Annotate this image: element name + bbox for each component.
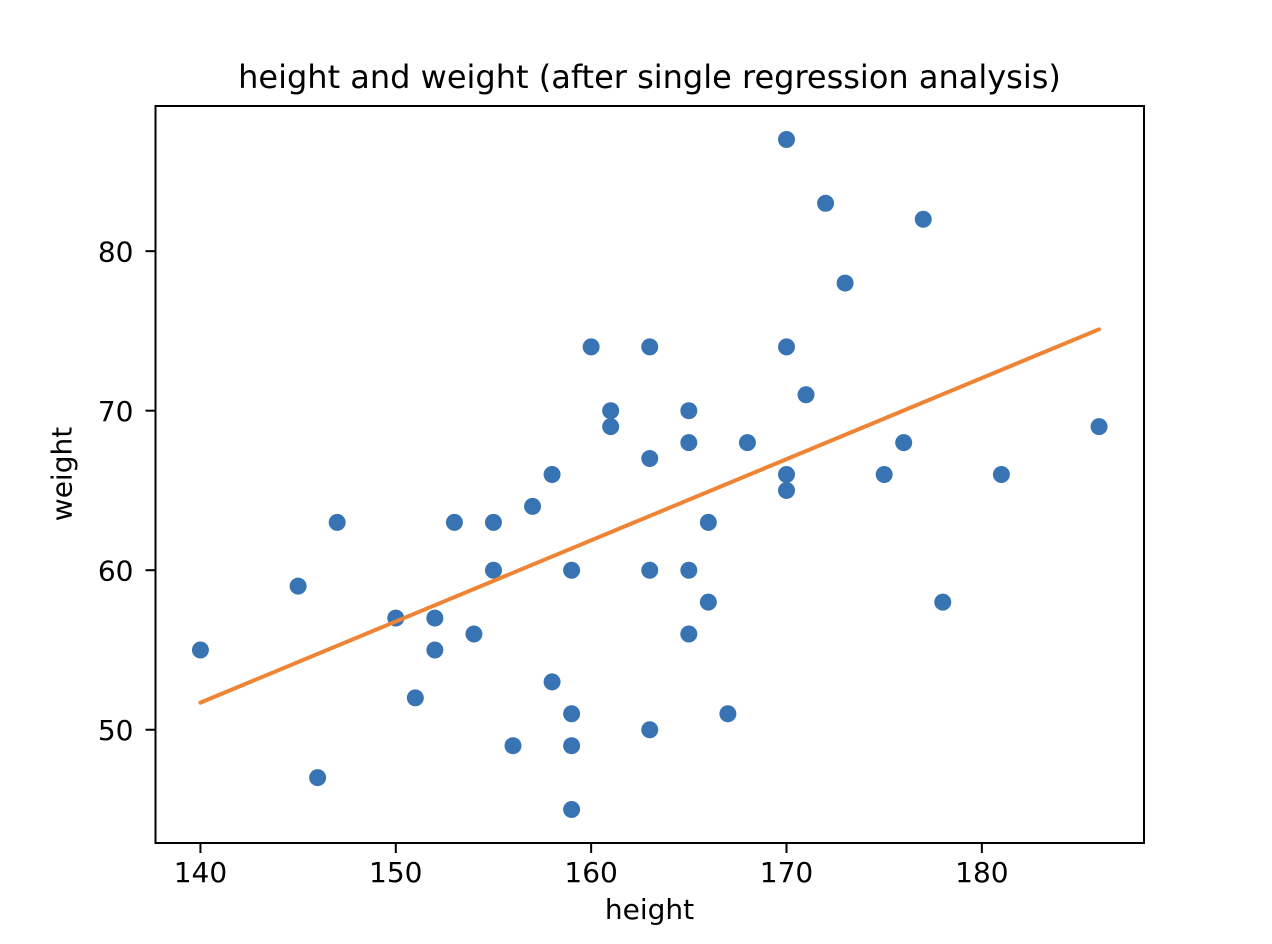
scatter-point	[875, 466, 893, 483]
scatter-point	[563, 801, 581, 818]
scatter-point	[680, 625, 698, 643]
x-tick-label: 150	[369, 856, 422, 889]
y-tick-label: 50	[98, 714, 134, 747]
scatter-point	[699, 593, 717, 611]
scatter-point	[563, 561, 581, 579]
chart-title: height and weight (after single regressi…	[238, 58, 1061, 96]
scatter-point	[289, 577, 307, 595]
scatter-point	[191, 641, 209, 659]
scatter-point	[719, 705, 737, 723]
scatter-point	[641, 561, 659, 579]
scatter-point	[895, 434, 913, 452]
scatter-point	[543, 673, 561, 691]
scatter-point	[641, 338, 659, 356]
scatter-point	[777, 481, 795, 499]
y-tick-label: 70	[98, 395, 134, 428]
scatter-point	[641, 721, 659, 739]
scatter-point	[582, 338, 600, 356]
scatter-point	[563, 705, 581, 723]
scatter-point	[602, 418, 620, 436]
scatter-point	[543, 466, 561, 483]
axes-spines	[154, 105, 1145, 844]
x-tick-label: 140	[174, 856, 227, 889]
scatter-point	[797, 386, 815, 404]
scatter-point	[914, 210, 932, 228]
scatter-point	[699, 513, 717, 531]
y-tick-label: 60	[98, 555, 134, 588]
scatter-point	[309, 769, 327, 787]
scatter-point	[738, 434, 756, 452]
scatter-point	[504, 737, 522, 755]
scatter-point	[524, 497, 542, 515]
scatter-point	[465, 625, 483, 643]
x-tick-label: 160	[564, 856, 617, 889]
scatter-point	[426, 609, 444, 627]
scatter-point	[777, 131, 795, 148]
scatter-point	[992, 466, 1010, 483]
scatter-point	[445, 513, 463, 531]
scatter-point	[680, 561, 698, 579]
x-axis-label: height	[604, 893, 695, 926]
x-tick-label: 170	[760, 856, 813, 889]
scatter-point	[680, 402, 698, 420]
scatter-point	[484, 513, 502, 531]
scatter-point	[777, 466, 795, 483]
scatter-point	[777, 338, 795, 356]
x-tick-label: 180	[955, 856, 1008, 889]
scatter-point	[406, 689, 424, 707]
scatter-point	[836, 274, 854, 292]
scatter-point	[563, 737, 581, 755]
scatter-point	[641, 450, 659, 468]
scatter-point	[817, 194, 835, 212]
scatter-point	[484, 561, 502, 579]
scatter-point	[934, 593, 952, 611]
y-tick-label: 80	[98, 236, 134, 269]
regression-line	[198, 327, 1102, 705]
scatter-point	[602, 402, 620, 420]
scatter-point	[426, 641, 444, 659]
scatter-point	[680, 434, 698, 452]
scatter-point	[1090, 418, 1108, 436]
scatter-point	[328, 513, 346, 531]
